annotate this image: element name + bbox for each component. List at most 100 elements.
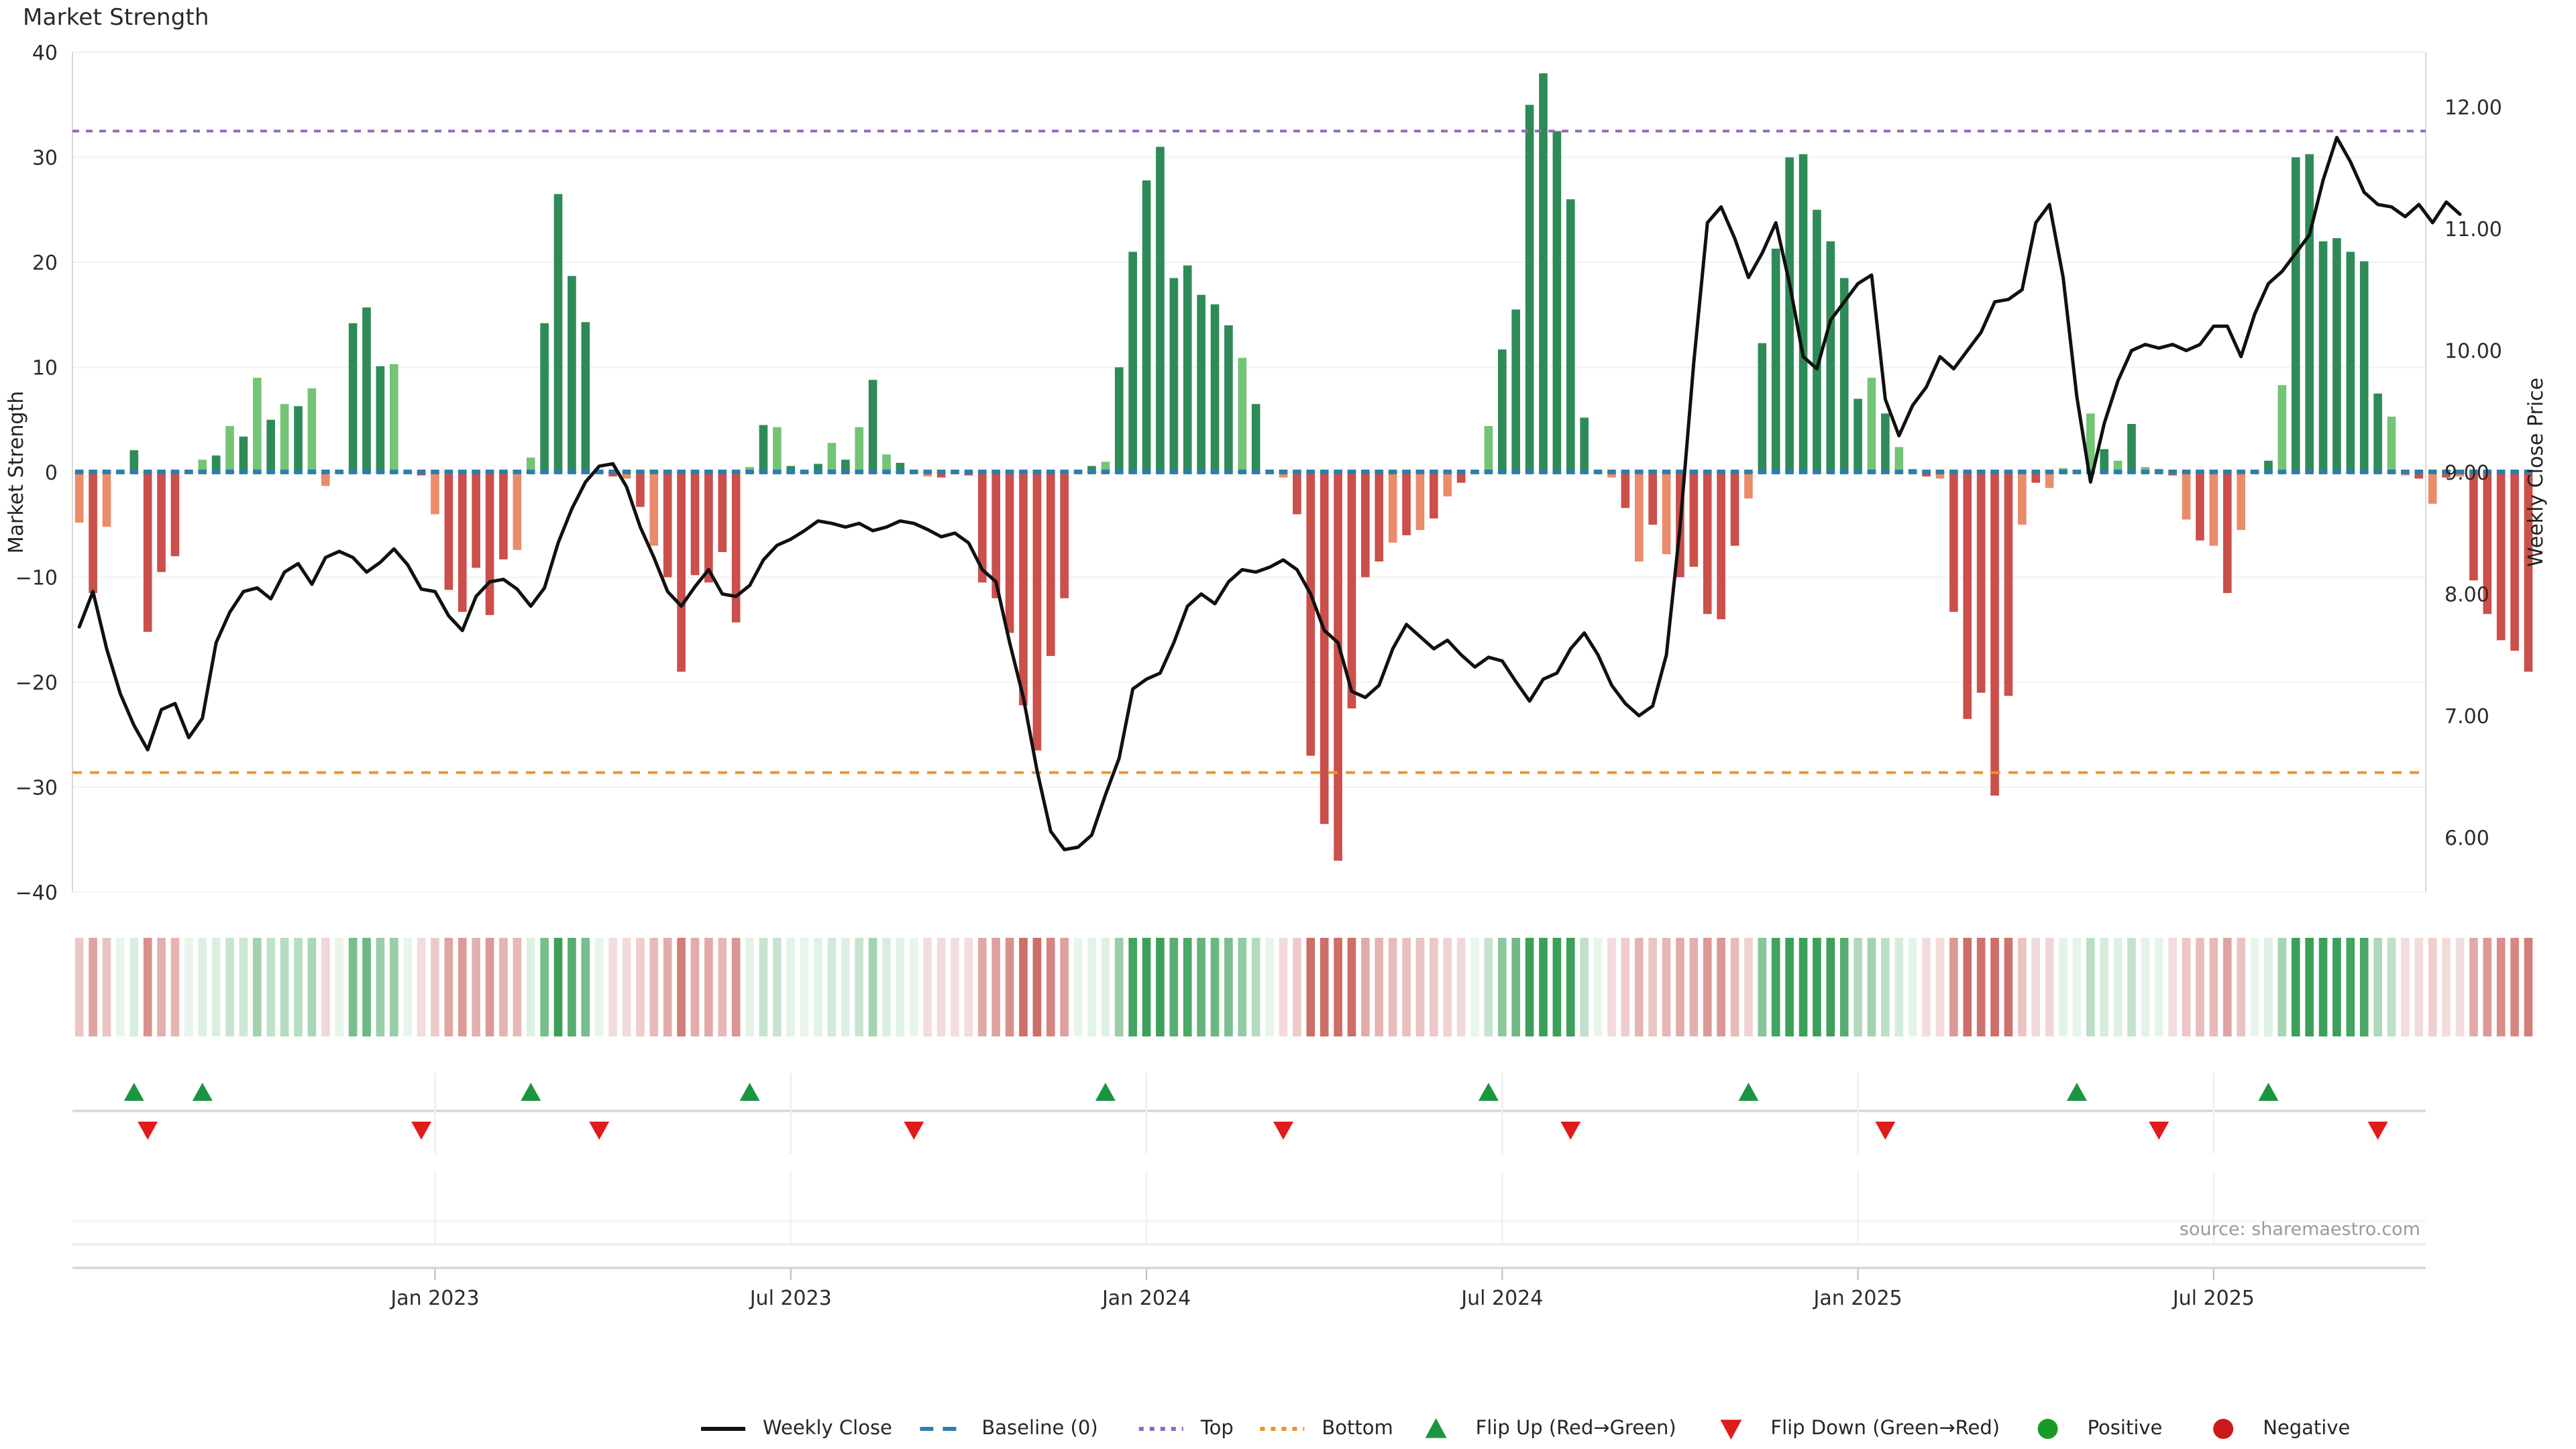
heatmap-cell [102, 938, 111, 1036]
heatmap-cell [1717, 938, 1725, 1036]
chart-legend: Weekly Close Baseline (0) Top Bottom Flip Up… [701, 1416, 2350, 1440]
strength-bar [2277, 385, 2287, 472]
baseline-segment [458, 470, 467, 474]
strength-bar [663, 472, 672, 578]
strength-bar [1128, 252, 1137, 472]
baseline-segment [1949, 470, 1958, 474]
heatmap-cell [116, 938, 125, 1036]
heatmap-cell [198, 938, 207, 1036]
heatmap-cell [991, 938, 1001, 1036]
strength-bar [868, 380, 877, 472]
strength-bar [198, 460, 207, 472]
strength-bar [1497, 349, 1507, 472]
strength-bar [1566, 199, 1575, 472]
baseline-segment [1908, 470, 1917, 474]
strength-bar [157, 472, 166, 572]
baseline-segment [2018, 470, 2027, 474]
heatmap-cell [2332, 938, 2341, 1036]
y-axis-tick-label: −40 [15, 881, 58, 905]
heatmap-cell [1826, 938, 1835, 1036]
strength-bar [2442, 472, 2451, 478]
heatmap-cell [1224, 938, 1233, 1036]
strength-bar [2510, 472, 2519, 651]
x-axis-tick-label: Jul 2023 [749, 1287, 832, 1310]
baseline-segment [1128, 470, 1137, 474]
baseline-segment [157, 470, 166, 474]
baseline-segment [1443, 470, 1452, 474]
heatmap-cell [157, 938, 166, 1036]
strength-bar [1142, 180, 1151, 472]
baseline-segment [594, 470, 604, 474]
baseline-segment [1771, 470, 1780, 474]
baseline-segment [2414, 470, 2424, 474]
baseline-segment [1197, 470, 1205, 474]
flip-up-marker [123, 1083, 144, 1101]
baseline-segment [1101, 470, 1110, 474]
strength-bar [1511, 309, 1521, 472]
y2-axis-tick-label: 11.00 [2445, 218, 2502, 241]
heatmap-cell [74, 938, 84, 1036]
baseline-segment [1676, 470, 1684, 474]
baseline-segment [2127, 470, 2136, 474]
baseline-segment [2237, 470, 2245, 474]
heatmap-cell [335, 938, 344, 1036]
y2-axis-tick-label: 10.00 [2445, 340, 2502, 364]
baseline-segment [827, 470, 837, 474]
heatmap-cell [608, 938, 617, 1036]
baseline-segment [1607, 470, 1616, 474]
strength-bar [1922, 472, 1931, 477]
heatmap-cell [1935, 938, 1945, 1036]
strength-bar [1210, 304, 1220, 472]
legend-item: Top [1138, 1416, 1234, 1439]
heatmap-cell [2222, 938, 2232, 1036]
strength-bar [376, 366, 385, 472]
baseline-segment [608, 470, 617, 474]
baseline-segment [1621, 470, 1630, 474]
legend-label: Flip Down (Green→Red) [1770, 1416, 2000, 1439]
legend-item: Bottom [1260, 1416, 1393, 1439]
strength-bar [677, 472, 686, 672]
strength-bar [2359, 261, 2369, 472]
heatmap-cell [677, 938, 686, 1036]
heatmap-cell [1758, 938, 1767, 1036]
strength-bar [1785, 157, 1794, 472]
strength-bar [211, 455, 221, 472]
strength-bar [841, 460, 850, 472]
baseline-segment [2004, 470, 2013, 474]
heatmap-cell [1539, 938, 1548, 1036]
heatmap-cell [622, 938, 631, 1036]
heatmap-cell [594, 938, 604, 1036]
heatmap-cell [2414, 938, 2424, 1036]
heatmap-cell [1634, 938, 1644, 1036]
baseline-segment [1511, 470, 1521, 474]
baseline-segment [129, 470, 139, 474]
heatmap-cell [2154, 938, 2163, 1036]
strength-bar [1279, 472, 1288, 478]
source-label: source: sharemaestro.com [2180, 1219, 2420, 1240]
heatmap-cell [1169, 938, 1179, 1036]
strength-bar [1156, 146, 1165, 472]
baseline-segment [540, 470, 549, 474]
heatmap-cell [1046, 938, 1055, 1036]
baseline-segment [2045, 470, 2054, 474]
baseline-segment [2072, 470, 2082, 474]
baseline-segment [718, 470, 727, 474]
strength-bar [991, 472, 1001, 598]
baseline-segment [1060, 470, 1069, 474]
baseline-segment [389, 470, 398, 474]
baseline-segment [2196, 470, 2204, 474]
strength-bar [1087, 466, 1096, 472]
heatmap-cell [568, 938, 576, 1036]
y-axis-tick-label: 20 [32, 252, 58, 275]
strength-bar [2237, 472, 2245, 531]
baseline-segment [951, 470, 959, 474]
strength-bar [266, 419, 276, 472]
heatmap-cell [1293, 938, 1301, 1036]
baseline-segment [800, 470, 809, 474]
heatmap-cell [581, 938, 590, 1036]
heatmap-cell [431, 938, 439, 1036]
heatmap-cell [1771, 938, 1780, 1036]
baseline-segment [581, 470, 590, 474]
strength-bar [2222, 472, 2232, 593]
strength-bar [1334, 472, 1342, 861]
